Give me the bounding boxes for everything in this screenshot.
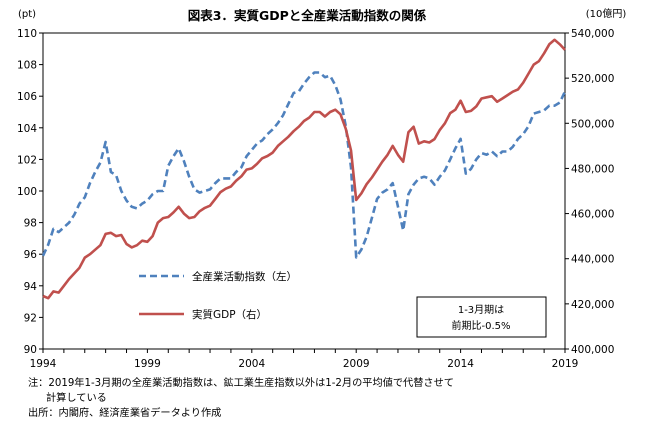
left-tick-label: 96 bbox=[24, 249, 38, 261]
left-tick-label: 104 bbox=[17, 123, 37, 135]
chart-title: 図表3．実質GDPと全産業活動指数の関係 bbox=[188, 8, 427, 23]
left-tick-label: 110 bbox=[17, 28, 37, 40]
x-tick-label: 2019 bbox=[552, 358, 579, 370]
left-tick-label: 108 bbox=[17, 60, 37, 72]
series-line-real-gdp bbox=[42, 38, 566, 300]
right-axis-unit: (10億円) bbox=[586, 7, 627, 20]
series-line-activity-index bbox=[41, 71, 567, 259]
left-tick-label: 102 bbox=[17, 154, 37, 166]
right-tick-label: 420,000 bbox=[571, 299, 614, 311]
annotation-frame bbox=[416, 296, 547, 338]
right-tick-label: 480,000 bbox=[571, 163, 614, 175]
annotation-line-2: 前期比-0.5% bbox=[451, 319, 510, 332]
right-tick-label: 440,000 bbox=[571, 254, 614, 266]
x-tick-label: 2004 bbox=[238, 358, 265, 370]
right-axis: 400,000 420,000 440,000 460,000 480,000 500,0… bbox=[565, 28, 614, 356]
left-axis: 90 92 94 96 98 100 102 104 106 108 110 bbox=[17, 28, 43, 356]
left-tick-label: 90 bbox=[24, 344, 37, 356]
source-line: 出所：内閣府、経済産業省データより作成 bbox=[28, 408, 222, 419]
left-tick-label: 92 bbox=[24, 312, 37, 324]
left-tick-label: 98 bbox=[24, 218, 37, 230]
x-tick-label: 2009 bbox=[343, 358, 370, 370]
annotation-line-1: 1-3月期は bbox=[458, 304, 504, 316]
x-tick-label: 1999 bbox=[134, 358, 161, 370]
right-tick-label: 520,000 bbox=[571, 73, 614, 85]
x-tick-label: 2014 bbox=[447, 358, 474, 370]
legend-label-real-gdp: 実質GDP（右） bbox=[192, 308, 267, 321]
annotation-box: 1-3月期は 前期比-0.5% bbox=[416, 296, 547, 338]
footnote-line-1: 注：2019年1-3月期の全産業活動指数は、鉱工業生産指数以外は1-2月の平均値… bbox=[28, 378, 454, 389]
legend: 全産業活動指数（左） 実質GDP（右） bbox=[139, 270, 297, 321]
right-tick-label: 400,000 bbox=[571, 344, 614, 356]
legend-label-activity-index: 全産業活動指数（左） bbox=[192, 270, 297, 283]
left-tick-label: 94 bbox=[24, 281, 38, 293]
footnote-line-2: 計算している bbox=[46, 393, 107, 404]
x-tick-label: 1994 bbox=[30, 358, 57, 370]
series-layer bbox=[41, 38, 567, 300]
x-axis: 1994 1999 2004 2009 2014 2019 bbox=[30, 349, 579, 370]
right-tick-label: 540,000 bbox=[571, 28, 614, 40]
left-tick-label: 100 bbox=[17, 186, 37, 198]
footnotes: 注：2019年1-3月期の全産業活動指数は、鉱工業生産指数以外は1-2月の平均値… bbox=[28, 376, 454, 421]
left-tick-label: 106 bbox=[17, 91, 37, 103]
left-axis-unit: (pt) bbox=[18, 9, 36, 20]
right-tick-label: 500,000 bbox=[571, 118, 614, 130]
right-tick-label: 460,000 bbox=[571, 209, 614, 221]
